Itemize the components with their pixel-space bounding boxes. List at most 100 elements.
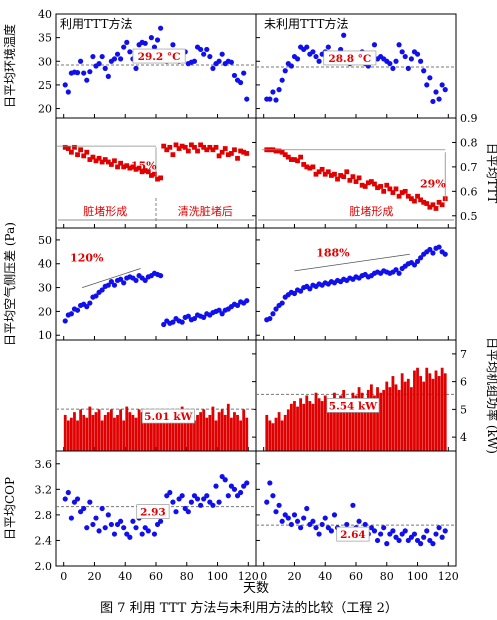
point-left	[81, 505, 87, 512]
point-left	[124, 163, 130, 169]
bar-left	[140, 412, 144, 451]
point-right	[292, 157, 297, 162]
point-left	[118, 56, 124, 62]
point-left	[151, 44, 158, 50]
point-right	[294, 56, 301, 62]
bar-right	[293, 401, 296, 451]
point-left	[170, 152, 176, 158]
annotation-right: 29%	[420, 178, 446, 191]
point-left	[124, 39, 130, 45]
bar-right	[333, 392, 336, 451]
point-right	[430, 250, 436, 256]
point-right	[288, 63, 294, 69]
annotation-left-box	[141, 408, 195, 424]
point-left	[216, 307, 222, 313]
point-right	[421, 68, 427, 74]
point-left	[142, 277, 148, 284]
point-right	[304, 44, 310, 50]
point-left	[188, 142, 194, 148]
bar-left	[63, 414, 67, 451]
point-left	[84, 77, 90, 83]
point-left	[65, 89, 71, 95]
bar-right	[286, 409, 290, 451]
point-left	[72, 144, 77, 150]
point-left	[179, 319, 185, 325]
point-right	[378, 531, 384, 537]
point-right	[301, 515, 307, 521]
point-right	[267, 315, 273, 322]
point-left	[213, 144, 219, 150]
point-right	[418, 58, 424, 64]
y-tick-label: 0.7	[460, 161, 478, 174]
point-left	[62, 82, 68, 88]
bar-left	[242, 409, 246, 451]
figure-caption: 图 7 利用 TTT 方法与未利用方法的比较（工程 2）	[100, 600, 398, 616]
point-right	[442, 251, 448, 257]
point-left	[78, 147, 84, 153]
point-left	[161, 143, 167, 149]
point-right	[313, 171, 319, 177]
point-right	[319, 521, 325, 528]
point-right	[362, 521, 368, 528]
point-right	[353, 179, 359, 184]
point-right	[298, 525, 304, 531]
bar-right	[277, 412, 281, 451]
point-left	[158, 273, 164, 279]
phase-label-left: 脏堵形成	[83, 204, 127, 218]
point-right	[412, 198, 417, 204]
point-right	[291, 290, 298, 297]
point-right	[424, 528, 430, 534]
point-left	[96, 61, 102, 67]
point-left	[158, 518, 164, 524]
annotation-right: 2.64	[340, 529, 366, 541]
point-right	[405, 193, 411, 199]
point-right	[316, 58, 322, 64]
bar-right	[299, 398, 303, 451]
point-left	[133, 166, 139, 172]
point-right	[362, 184, 368, 189]
bar-right	[440, 367, 444, 451]
point-left	[241, 70, 247, 76]
point-left	[114, 51, 121, 57]
y-tick-label: 0.6	[460, 185, 478, 198]
point-left	[182, 144, 188, 150]
annotation-right: 188%	[316, 247, 350, 260]
point-left	[84, 304, 90, 310]
bar-left	[73, 412, 76, 451]
bar-right	[394, 384, 398, 451]
point-right	[384, 541, 390, 547]
bar-left	[239, 420, 243, 451]
point-right	[418, 255, 424, 261]
point-left	[93, 515, 99, 521]
bar-left	[143, 414, 147, 451]
y-tick-label: 25	[38, 79, 52, 92]
point-left	[90, 521, 96, 528]
bar-right	[376, 387, 379, 451]
point-right	[439, 534, 445, 540]
bar-right	[345, 398, 349, 451]
bar-left	[236, 414, 239, 451]
bar-right	[363, 398, 367, 451]
point-left	[173, 509, 179, 515]
point-right	[279, 149, 285, 155]
point-left	[228, 59, 234, 65]
bar-right	[302, 403, 306, 451]
trend-arrow-left	[82, 268, 141, 288]
point-right	[408, 196, 414, 202]
bar-left	[122, 420, 126, 451]
bar-right	[431, 378, 435, 451]
point-left	[99, 53, 105, 60]
bar-right	[354, 395, 358, 451]
point-right	[285, 515, 291, 521]
annotation-right: 5.54 kW	[329, 400, 378, 412]
bar-right	[388, 387, 392, 451]
point-left	[225, 152, 231, 158]
bar-left	[149, 409, 153, 451]
point-left	[130, 518, 136, 524]
point-left	[90, 53, 96, 60]
point-left	[112, 158, 117, 164]
point-left	[74, 307, 81, 313]
point-right	[414, 51, 421, 57]
point-right	[371, 42, 378, 48]
y-tick-label: 40	[38, 258, 52, 271]
